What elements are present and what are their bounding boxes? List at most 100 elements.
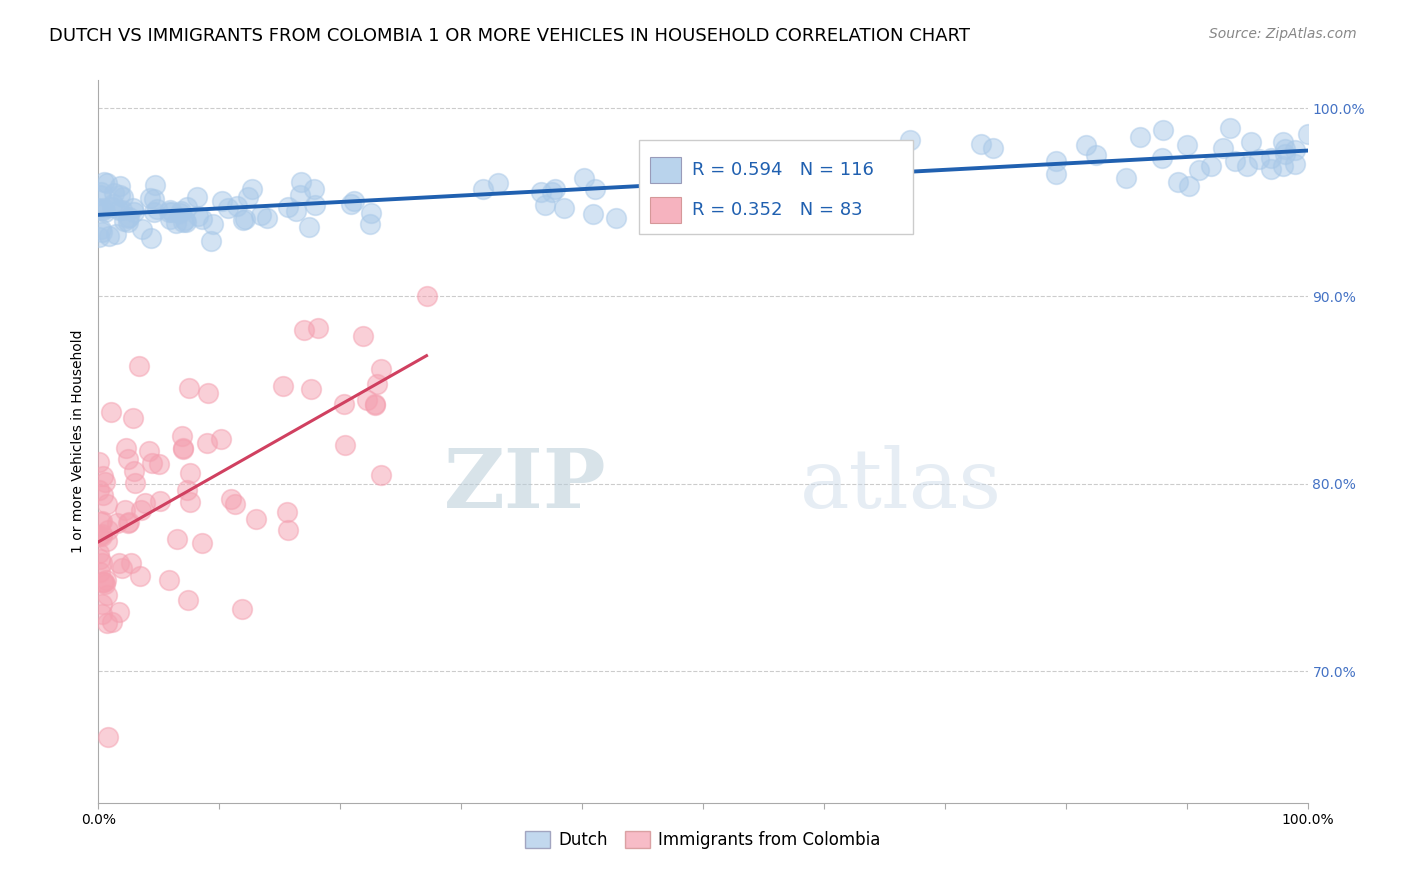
Point (87, 455, 110, 469)
Point (117, 215, 139, 229)
Point (141, 456, 163, 470)
Point (122, 465, 145, 479)
Point (356, 393, 378, 408)
Point (1240, 135, 1263, 149)
Legend: Dutch, Immigrants from Colombia: Dutch, Immigrants from Colombia (519, 824, 887, 856)
Point (240, 181, 263, 195)
Point (276, 506, 298, 520)
Point (96, 615, 118, 630)
Point (1223, 153, 1246, 168)
Point (174, 214, 197, 228)
Point (335, 438, 357, 452)
Point (157, 574, 180, 588)
Point (105, 516, 128, 530)
Point (1152, 151, 1174, 165)
Point (1284, 157, 1306, 171)
Point (129, 569, 152, 583)
Point (96, 533, 118, 548)
Point (1219, 121, 1241, 136)
Point (143, 204, 166, 219)
Point (301, 382, 323, 396)
Point (172, 442, 194, 456)
Point (114, 502, 136, 516)
Point (90, 515, 112, 529)
Point (165, 216, 187, 230)
Point (692, 161, 714, 175)
Point (177, 381, 200, 395)
Point (898, 133, 921, 147)
Point (139, 231, 162, 245)
Point (115, 441, 138, 455)
Point (91, 203, 114, 218)
Point (107, 605, 129, 619)
Point (186, 190, 208, 204)
Point (143, 178, 166, 192)
Point (352, 328, 374, 343)
Point (307, 321, 329, 335)
Point (93, 201, 115, 215)
Point (298, 219, 321, 234)
Point (138, 444, 160, 458)
Point (100, 405, 122, 419)
Point (360, 206, 382, 220)
Point (370, 468, 392, 483)
Point (159, 203, 181, 218)
Point (256, 211, 278, 225)
Point (1045, 153, 1067, 168)
Point (882, 169, 904, 183)
Point (250, 208, 273, 222)
Point (583, 181, 606, 195)
Point (93, 574, 115, 589)
Point (146, 202, 169, 216)
Point (277, 200, 299, 214)
Point (195, 436, 218, 450)
Point (166, 532, 188, 546)
Point (849, 187, 872, 202)
Point (1167, 175, 1189, 189)
Point (370, 361, 392, 376)
Point (112, 189, 135, 203)
Point (91, 469, 114, 483)
Point (187, 209, 209, 223)
Point (128, 359, 150, 373)
Point (211, 194, 233, 209)
Point (91, 488, 114, 502)
Point (191, 536, 214, 550)
Point (117, 211, 139, 226)
Point (572, 170, 595, 185)
Point (543, 182, 565, 196)
Point (415, 289, 437, 303)
Point (160, 204, 183, 219)
Point (91, 515, 114, 529)
Point (540, 185, 562, 199)
Point (534, 198, 557, 212)
Point (530, 185, 553, 199)
Point (231, 601, 253, 615)
Point (277, 523, 299, 537)
Point (111, 202, 134, 217)
Point (1296, 128, 1319, 142)
Point (359, 218, 381, 232)
Point (124, 476, 146, 491)
Point (101, 615, 124, 629)
Point (1115, 171, 1137, 186)
Point (96, 497, 118, 511)
Point (201, 217, 224, 231)
Point (582, 207, 605, 221)
Point (177, 593, 200, 607)
Point (273, 379, 295, 393)
Point (232, 213, 254, 227)
Point (122, 204, 145, 219)
Point (87, 483, 110, 498)
Point (87, 201, 110, 215)
Point (1272, 136, 1295, 150)
Point (91, 574, 114, 589)
Point (1084, 147, 1107, 161)
Point (117, 452, 139, 467)
Point (970, 137, 993, 152)
Point (364, 398, 387, 412)
Point (1152, 123, 1174, 137)
Point (96, 176, 118, 190)
Point (172, 441, 194, 455)
Point (131, 502, 153, 516)
